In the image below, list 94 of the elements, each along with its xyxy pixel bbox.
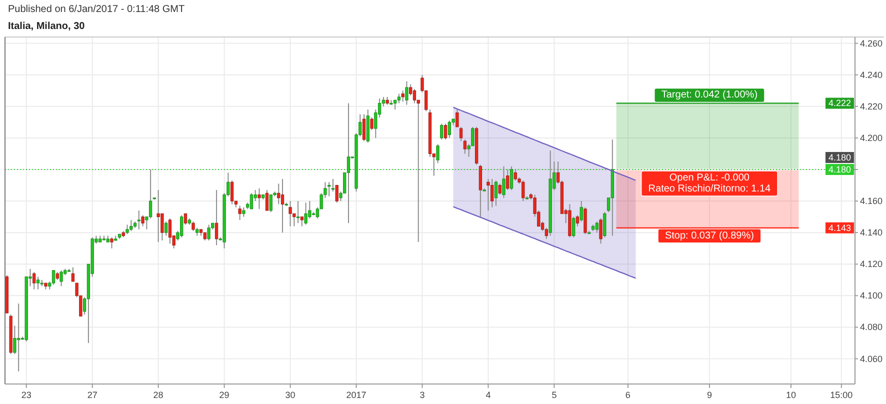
annotation: 4.143: [828, 222, 852, 233]
candlestick: [168, 218, 172, 244]
ref-line-label: 4.180: [828, 164, 852, 174]
candlestick: [456, 109, 459, 128]
y-tick-label: 4.120: [860, 259, 883, 270]
candlestick: [494, 180, 498, 206]
candlestick: [522, 180, 525, 202]
candlestick: [502, 166, 506, 198]
line-series: [452, 206, 636, 279]
chart-title: Italia, Milano, 30: [8, 21, 86, 32]
x-tick-label: 15:00: [830, 390, 853, 400]
candlestick: [328, 182, 331, 197]
candlestick: [180, 214, 184, 238]
x-tick-label: 4: [486, 390, 491, 400]
candlestick: [572, 216, 576, 238]
annotation: 4.222: [828, 98, 852, 108]
candlestick: [463, 139, 466, 154]
annotation: Open P&L: -0.000 Rateo Rischio/Ritorno: 1.14: [648, 172, 772, 194]
candlestick: [304, 202, 308, 226]
annotation: Target: 0.042 (1.00%): [661, 90, 758, 101]
y-tick-label: 4.080: [860, 322, 883, 332]
candlestick: [544, 227, 548, 240]
candlestick: [331, 178, 335, 192]
candlestick: [230, 180, 234, 205]
candlestick: [214, 189, 218, 246]
x-tick-label: 30: [285, 390, 296, 400]
text: Published on 6/Jan/2017 - 0:11:48 GMT: [8, 4, 185, 15]
candlestick: [258, 188, 261, 210]
candlestick: [401, 90, 404, 102]
x-tick-label: 5: [552, 390, 557, 400]
candlestick: [164, 221, 168, 236]
candlestick: [17, 303, 20, 372]
candlestick: [444, 123, 448, 140]
y-tick-label: 4.100: [860, 290, 883, 301]
candlestick: [362, 114, 366, 142]
candlestick: [242, 206, 246, 218]
candlestick: [486, 178, 490, 211]
candlestick: [126, 224, 129, 235]
candlestick: [207, 224, 210, 241]
candlestick: [296, 200, 300, 224]
candlestick: [269, 194, 272, 213]
candlestick: [280, 178, 284, 234]
y-tick-label: 4.200: [860, 132, 883, 143]
candlestick: [440, 123, 444, 140]
x-tick-label: 2017: [346, 390, 366, 400]
line-series: [452, 106, 636, 181]
x-tick-label: 29: [219, 390, 230, 400]
annotation: 4.180: [828, 152, 852, 162]
y-tick-label: 4.140: [860, 228, 883, 238]
y-tick-label: 4.220: [860, 101, 883, 112]
x-tick-label: 28: [153, 390, 164, 400]
candlestick: [52, 270, 56, 286]
y-tick-label: 4.060: [860, 354, 883, 364]
x-tick-label: 3: [420, 390, 425, 400]
candlestick: [32, 272, 36, 290]
candlestick: [71, 266, 74, 282]
candlestick: [238, 205, 242, 220]
candlestick: [36, 276, 40, 290]
candlestick: [250, 192, 254, 210]
y-tick-label: 4.240: [860, 70, 883, 80]
candlestick: [60, 270, 63, 287]
candlestick: [448, 120, 451, 138]
candlestick: [394, 100, 397, 110]
x-tick-label: 27: [87, 390, 98, 400]
candlestick: [397, 93, 401, 104]
candlestick: [580, 200, 583, 222]
x-tick-label: 6: [625, 390, 630, 400]
candlestick: [498, 183, 502, 196]
candlestick: [506, 168, 510, 190]
candlestick: [490, 178, 494, 208]
candlestick: [110, 236, 114, 249]
candlestick: [192, 221, 195, 232]
candlestick: [156, 189, 160, 243]
candlestick: [459, 126, 463, 142]
candlestick: [405, 80, 408, 106]
x-tick-label: 10: [786, 390, 796, 400]
y-tick-label: 4.260: [860, 38, 883, 48]
candlestick: [370, 116, 374, 131]
candlestick: [130, 219, 133, 232]
candlestick: [137, 210, 140, 230]
candlestick: [300, 216, 304, 227]
x-tick-label: 23: [21, 390, 32, 400]
annotation: Stop: 0.037 (0.89%): [664, 230, 754, 242]
candlestick: [265, 189, 269, 211]
candlestick: [576, 214, 580, 227]
candlestick: [412, 88, 416, 104]
candlestick: [514, 168, 517, 182]
y-tick-label: 4.160: [860, 196, 883, 206]
candlestick: [595, 221, 598, 234]
candlestick: [478, 164, 482, 218]
candlestick: [141, 214, 144, 227]
candlestick: [288, 200, 292, 227]
x-tick-label: 9: [706, 390, 712, 400]
candlestick: [184, 213, 188, 226]
